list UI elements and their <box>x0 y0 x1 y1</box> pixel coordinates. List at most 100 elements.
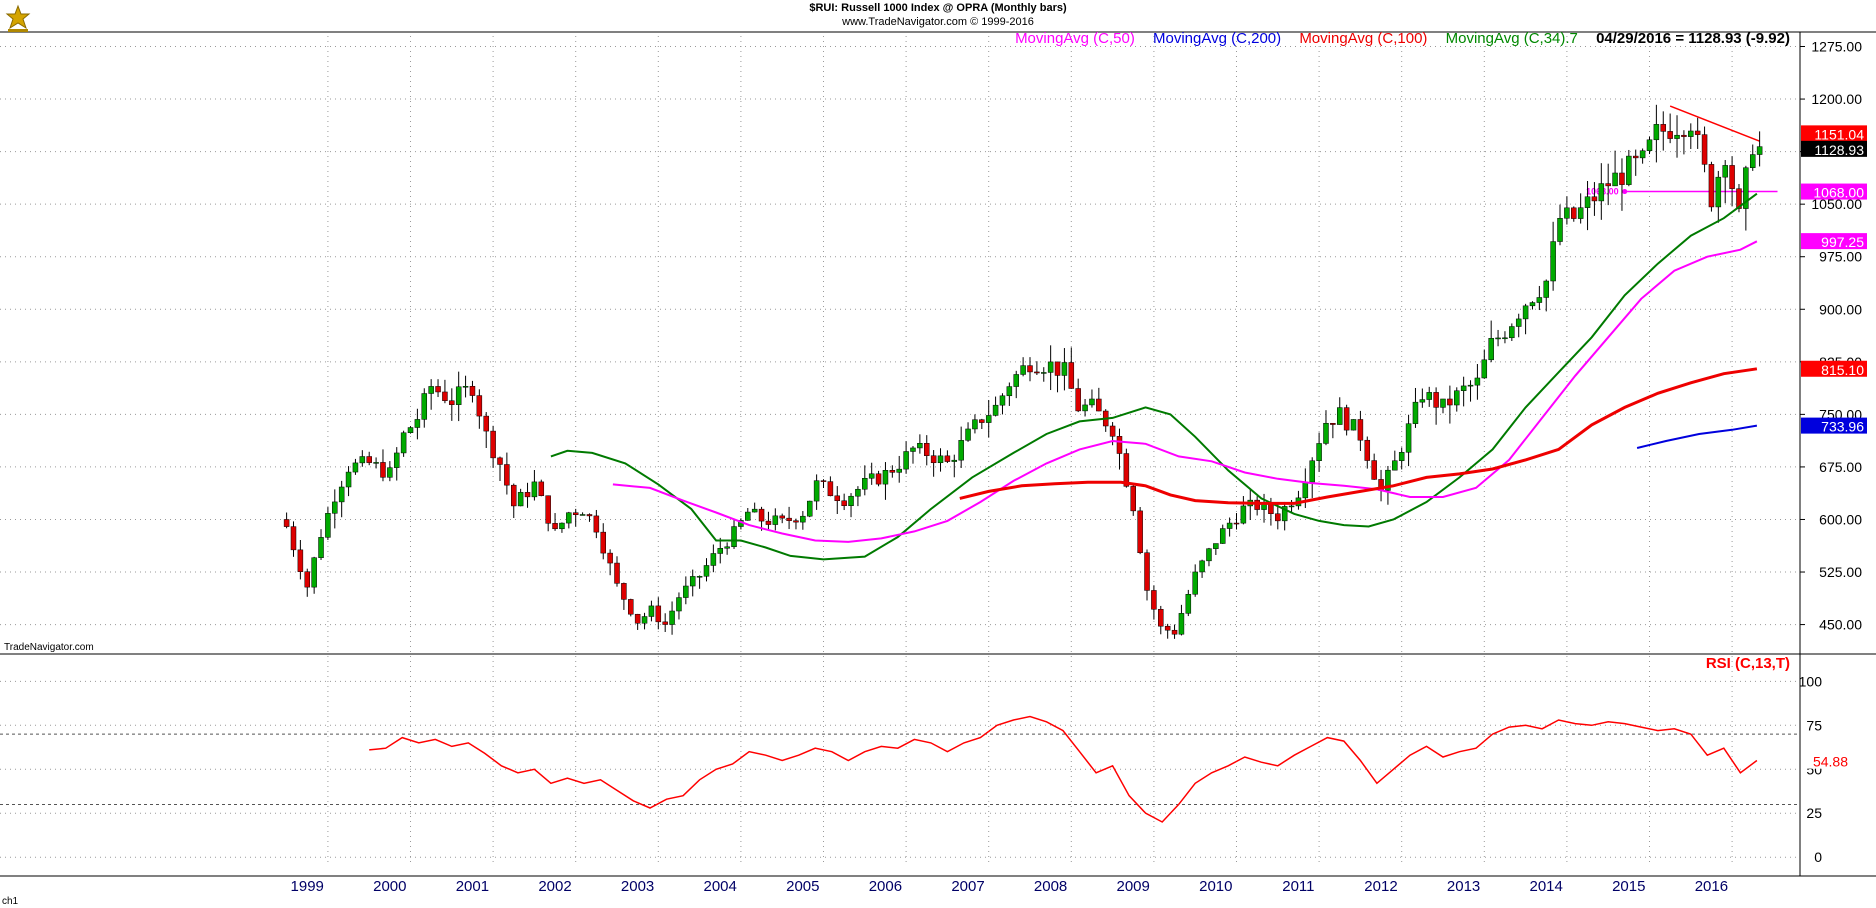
candle-body <box>435 386 441 393</box>
year-label: 2005 <box>786 878 819 895</box>
rsi-line <box>369 715 1758 823</box>
candle-body <box>1667 131 1673 139</box>
candle-body <box>979 419 985 423</box>
watermark: TradeNavigator.com <box>4 642 94 653</box>
candle-body <box>1646 139 1653 151</box>
candle-body <box>1006 386 1013 397</box>
candle-body <box>628 599 634 615</box>
candle-body <box>779 515 785 519</box>
candle-body <box>380 462 386 478</box>
level-anchor-dot <box>1622 189 1628 195</box>
candle-body <box>758 508 765 522</box>
candle-body <box>373 462 379 464</box>
price-tag-box <box>1801 233 1867 250</box>
price-tick-label: 975.00 <box>1819 249 1862 265</box>
candle-body <box>414 419 421 428</box>
chart-title: $RUI: Russell 1000 Index @ OPRA (Monthly… <box>809 2 1067 14</box>
chart-tag: ch1 <box>2 896 19 907</box>
candle-body <box>1674 134 1680 139</box>
candle-body <box>1185 594 1192 614</box>
candle-body <box>917 443 923 449</box>
candle-body <box>359 456 366 464</box>
candle-body <box>387 467 393 478</box>
candle-body <box>696 576 703 578</box>
candle-body <box>1433 392 1439 408</box>
last-quote: 04/29/2016 = 1128.93 (-9.92) <box>1596 30 1790 47</box>
grid-lines <box>0 31 1876 877</box>
candle-body <box>1350 419 1357 431</box>
candle-body <box>1130 486 1136 512</box>
candle-body <box>1281 506 1288 522</box>
candle-body <box>1137 510 1143 553</box>
year-label: 2001 <box>456 878 489 895</box>
candle-body <box>517 492 524 507</box>
candle-body <box>1206 548 1212 562</box>
candle-body <box>1509 326 1515 339</box>
price-tag-label: 997.25 <box>1821 234 1864 250</box>
candle-body <box>1756 146 1763 155</box>
candle-body <box>1075 388 1081 412</box>
price-tag-label: 733.96 <box>1821 419 1864 435</box>
candle-body <box>469 386 476 396</box>
candle-body <box>958 440 964 461</box>
price-tag-label: 1068.00 <box>1813 185 1864 201</box>
candle-body <box>1708 164 1715 208</box>
candle-body <box>1199 560 1205 573</box>
candle-body <box>283 519 290 527</box>
candle-body <box>1584 196 1591 208</box>
year-label: 2004 <box>704 878 737 895</box>
candle-body <box>1164 625 1171 631</box>
candle-body <box>1557 218 1563 242</box>
candle-body <box>1116 436 1123 454</box>
candle-body <box>1192 571 1198 595</box>
candle-body <box>1309 460 1315 483</box>
trendline <box>1669 105 1760 142</box>
candle-body <box>1591 196 1598 202</box>
candle-body <box>862 478 868 490</box>
year-label: 2003 <box>621 878 654 895</box>
candle-body <box>1178 613 1185 635</box>
candle-body <box>1096 398 1102 412</box>
candle-body <box>1515 318 1522 327</box>
candle-body <box>1598 183 1605 202</box>
legend-ma50: MovingAvg (C,50) <box>1015 30 1135 47</box>
year-label: 2014 <box>1530 878 1563 895</box>
candle-body <box>972 419 978 430</box>
candle-body <box>1109 425 1116 437</box>
candle-body <box>772 515 779 525</box>
candle-body <box>992 404 999 416</box>
candle-body <box>1357 419 1364 441</box>
price-tag-label: 1128.93 <box>1814 142 1864 158</box>
candle-body <box>1612 172 1618 187</box>
candle-body <box>1254 499 1260 510</box>
candle-body <box>1398 452 1405 461</box>
candle-body <box>442 391 448 401</box>
price-tick-label: 450.00 <box>1819 617 1862 633</box>
candle-body <box>1302 481 1309 499</box>
candle-body <box>820 480 827 482</box>
rsi-tick-label: 75 <box>1806 717 1822 733</box>
candle-body <box>882 470 889 485</box>
candle-body <box>1336 407 1343 425</box>
price-tick-label: 600.00 <box>1819 511 1862 527</box>
candle-body <box>497 457 503 465</box>
candle-body <box>449 400 455 405</box>
candle-body <box>1495 337 1501 340</box>
candle-body <box>930 455 937 464</box>
candle-body <box>538 481 545 496</box>
candle-body <box>1144 552 1150 591</box>
candle-body <box>1041 372 1047 374</box>
candle-body <box>1316 443 1322 461</box>
candle-body <box>1577 207 1584 219</box>
candle-body <box>1605 183 1611 187</box>
year-label: 1999 <box>291 878 324 895</box>
candle-body <box>1158 609 1164 627</box>
candle-body <box>338 486 345 503</box>
candle-body <box>1571 207 1577 219</box>
candle-body <box>332 501 338 514</box>
time-axis: 1999 2000 2001 2002 2003 2004 2005 2006 2007 2008… <box>291 878 1729 895</box>
candle-body <box>1213 543 1219 549</box>
candle-body <box>1454 390 1460 406</box>
candle-body <box>483 415 489 432</box>
candle-body <box>566 512 572 524</box>
